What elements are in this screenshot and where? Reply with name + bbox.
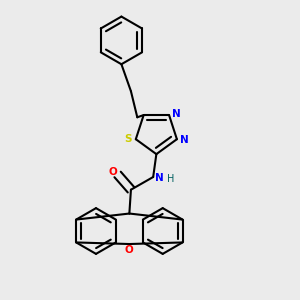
Text: H: H [167,174,174,184]
Text: O: O [125,245,134,255]
Text: N: N [172,109,180,119]
Text: O: O [108,167,117,177]
Text: S: S [124,134,132,144]
Text: N: N [155,173,164,183]
Text: N: N [179,135,188,145]
